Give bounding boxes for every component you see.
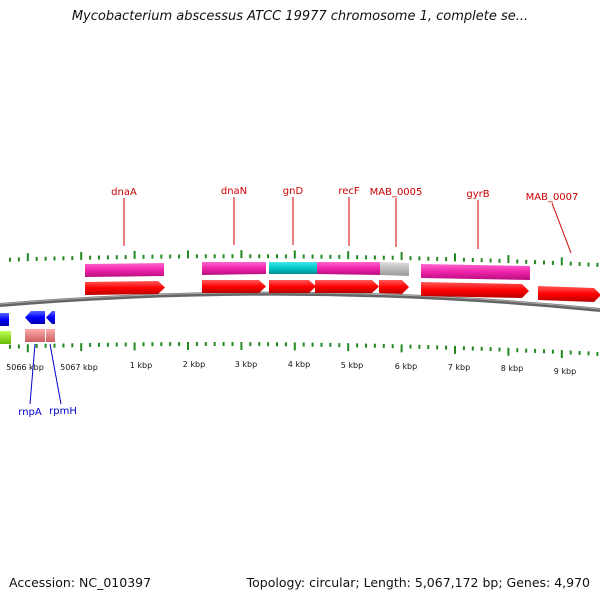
gene-arrow-gnD[interactable]	[269, 280, 316, 293]
gene-arrow-rpmH[interactable]	[46, 311, 55, 324]
top-gene-labels: dnaA dnaN gnD recF MAB_0005 gyrB MAB_000…	[111, 186, 578, 203]
label-gyrB[interactable]: gyrB	[466, 189, 489, 200]
cds-MAB_0005[interactable]	[380, 262, 409, 276]
cds-gyrB[interactable]	[421, 264, 530, 280]
cds-track	[85, 262, 530, 280]
label-MAB_0007[interactable]: MAB_0007	[526, 192, 579, 203]
label-MAB_0005[interactable]: MAB_0005	[370, 187, 423, 198]
scale-label-2kbp: 2 kbp	[183, 360, 205, 369]
scale-label-5kbp: 5 kbp	[341, 361, 363, 370]
scale-ticks-top	[9, 250, 599, 267]
label-dnaA[interactable]: dnaA	[111, 187, 137, 198]
scale-label-9kbp: 9 kbp	[554, 367, 576, 376]
scale-label-3kbp: 3 kbp	[235, 360, 257, 369]
gene-arrow-recF[interactable]	[315, 280, 379, 293]
label-rnpA[interactable]: rnpA	[18, 407, 42, 418]
label-rpmH[interactable]: rpmH	[49, 406, 77, 417]
bottom-label-leaders	[29, 343, 62, 405]
forward-gene-track	[85, 280, 600, 302]
topology-summary: Topology: circular; Length: 5,067,172 bp…	[246, 575, 590, 590]
gene-arrow-MAB_0005[interactable]	[379, 280, 409, 294]
cds-rpmH[interactable]	[46, 329, 55, 342]
cds-rnpA[interactable]	[25, 329, 45, 342]
cds-recF[interactable]	[317, 262, 380, 275]
chromosome-backbone	[0, 291, 600, 312]
map-title: Mycobacterium abscessus ATCC 19977 chrom…	[71, 9, 529, 24]
top-label-leaders	[123, 197, 572, 254]
scale-ticks-bottom	[9, 342, 599, 359]
scale-label-4kbp: 4 kbp	[288, 360, 310, 369]
feature-green-edge[interactable]	[0, 331, 11, 344]
reverse-gene-track	[0, 311, 55, 344]
feature-blue-edge[interactable]	[0, 313, 9, 326]
gene-arrow-rnpA[interactable]	[25, 311, 45, 324]
scale-label-1kbp: 1 kbp	[130, 361, 152, 370]
cds-dnaN[interactable]	[202, 262, 266, 275]
scale-label-8kbp: 8 kbp	[501, 364, 523, 373]
bottom-gene-labels: rnpA rpmH	[18, 406, 77, 418]
accession-text: Accession: NC_010397	[9, 575, 152, 590]
scale-label-7kbp: 7 kbp	[448, 363, 470, 372]
scale-label-5066kbp: 5066 kbp	[6, 363, 44, 372]
label-gnD[interactable]: gnD	[283, 186, 304, 197]
scale-labels: 5066 kbp 5067 kbp 1 kbp 2 kbp 3 kbp 4 kb…	[6, 360, 576, 376]
scale-label-6kbp: 6 kbp	[395, 362, 417, 371]
cds-gnD[interactable]	[269, 262, 317, 274]
gene-arrow-dnaA[interactable]	[85, 281, 165, 295]
gene-arrow-gyrB[interactable]	[421, 282, 529, 298]
scale-label-5067kbp: 5067 kbp	[60, 363, 98, 372]
cds-dnaA[interactable]	[85, 263, 164, 277]
label-dnaN[interactable]: dnaN	[221, 186, 247, 197]
gene-arrow-dnaN[interactable]	[202, 280, 266, 293]
label-recF[interactable]: recF	[338, 186, 360, 197]
gene-arrow-MAB_0007[interactable]	[538, 286, 600, 302]
